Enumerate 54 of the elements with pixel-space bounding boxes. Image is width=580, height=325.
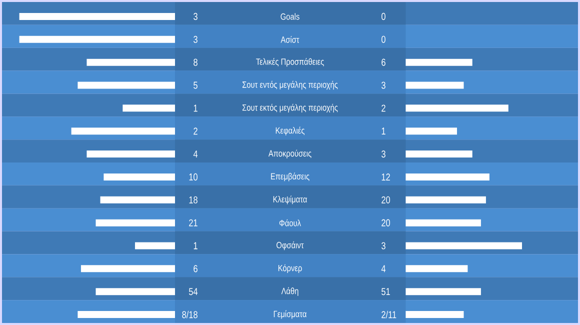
- text: 20: [382, 196, 390, 204]
- y-tick-label: Οφσάιντ: [276, 241, 304, 250]
- text: 12: [382, 173, 390, 180]
- text: 6: [382, 58, 386, 66]
- y-tick-label: Σουτ εκτός μεγάλης περιοχής: [242, 104, 338, 113]
- text: 3: [194, 36, 198, 43]
- text: 3: [382, 82, 386, 89]
- text: 1: [382, 128, 386, 135]
- y-tick-label: Ασίστ: [280, 36, 300, 43]
- text: 2/11: [382, 310, 396, 318]
- text: 2: [194, 128, 198, 135]
- text: 0: [382, 36, 386, 43]
- y-tick-label: Φάουλ: [279, 219, 301, 226]
- text: 8/18: [182, 310, 198, 318]
- bar: [406, 150, 472, 158]
- text: 4: [193, 150, 198, 158]
- text: 21: [189, 219, 198, 226]
- bar: [406, 58, 472, 66]
- y-tick-label: Επεμβάσεις: [271, 172, 310, 182]
- bar: [406, 219, 481, 226]
- text: 3: [382, 242, 386, 250]
- text: 1: [194, 242, 198, 250]
- y-tick-label: Goals: [280, 13, 300, 20]
- text: 51: [382, 288, 390, 296]
- y-tick-label: Κλεψίματα: [273, 196, 307, 204]
- y-tick-label: Λάθη: [281, 287, 298, 296]
- y-tick-label: Αποκρούσεις: [268, 150, 312, 158]
- text: 5: [194, 82, 198, 89]
- text: 8: [194, 58, 198, 66]
- y-tick-label: Σουτ εντός μεγάλης περιοχής: [242, 80, 338, 90]
- text: 2: [382, 104, 386, 112]
- y-tick-label: Κόρνερ: [278, 264, 302, 274]
- text: 18: [189, 196, 198, 204]
- text: 6: [194, 265, 198, 272]
- bar: [406, 311, 464, 318]
- text: 1: [194, 104, 198, 112]
- y-tick-label: Κεφαλιές: [276, 126, 305, 136]
- bar: [406, 265, 468, 272]
- bar: [406, 82, 464, 89]
- bar: [406, 196, 486, 204]
- text: 0: [382, 12, 386, 20]
- bar: [406, 173, 490, 180]
- y-tick-label: Γεμίσματα: [274, 310, 306, 319]
- text: 20: [382, 219, 390, 226]
- bar: [406, 104, 508, 112]
- text: 3: [194, 12, 198, 20]
- bar: [406, 128, 457, 135]
- text: 54: [189, 288, 198, 296]
- text: 3: [382, 150, 386, 158]
- bar: [406, 242, 522, 250]
- y-tick-label: Τελικές Προσπάθειες: [256, 58, 324, 67]
- text: 10: [189, 173, 198, 180]
- bar: [406, 288, 481, 296]
- text: 4: [381, 265, 386, 272]
